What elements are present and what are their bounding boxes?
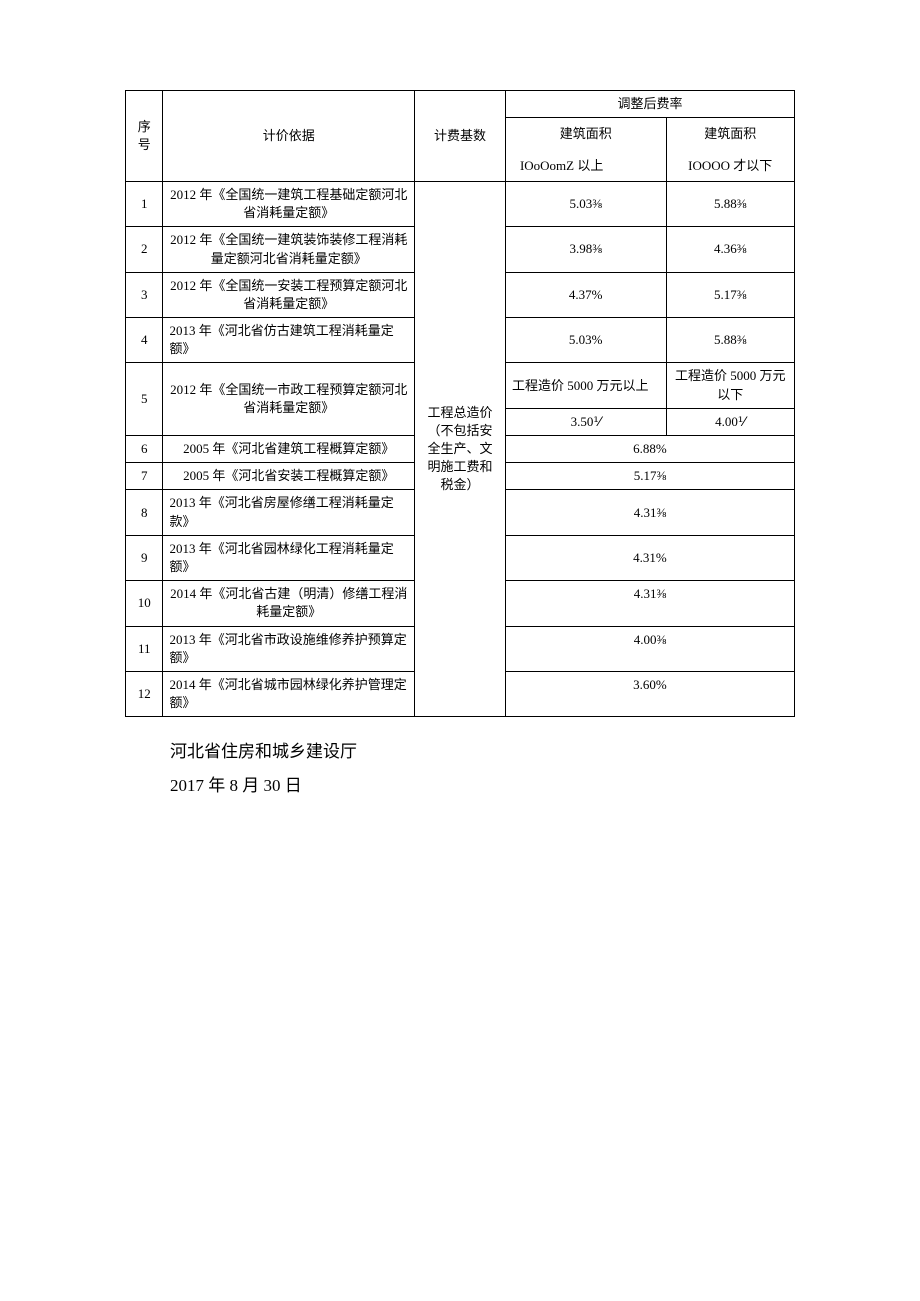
cell-seq: 9 xyxy=(126,535,163,580)
cell-rate-merged: 4.31⅜ xyxy=(505,581,794,626)
header-area-above: 建筑面积 IOoOomZ 以上 xyxy=(505,118,666,182)
footer-date: 2017 年 8 月 30 日 xyxy=(170,769,795,803)
area-below-sub: IOOOO 才以下 xyxy=(673,154,789,177)
rate-table: 序号 计价依据 计费基数 调整后费率 建筑面积 IOoOomZ 以上 建筑面积 … xyxy=(125,90,795,717)
cell-rate-merged: 4.00⅜ xyxy=(505,626,794,671)
cell-seq: 6 xyxy=(126,436,163,463)
cell-rate2: 5.17⅜ xyxy=(666,272,795,317)
cell-seq: 12 xyxy=(126,671,163,716)
cell-basis: 2013 年《河北省市政设施维修养护预算定额》 xyxy=(163,626,415,671)
table-row: 1 2012 年《全国统一建筑工程基础定额河北省消耗量定额》 工程总造价（不包括… xyxy=(126,181,795,226)
cell-cost-below: 工程造价 5000 万元以下 xyxy=(666,363,795,408)
cell-rate2: 4.36⅜ xyxy=(666,227,795,272)
header-basis: 计价依据 xyxy=(163,91,415,182)
cell-rate1: 3.98⅜ xyxy=(505,227,666,272)
area-above-label: 建筑面积 xyxy=(512,122,660,145)
footer: 河北省住房和城乡建设厅 2017 年 8 月 30 日 xyxy=(170,735,795,803)
area-below-label: 建筑面积 xyxy=(673,122,789,145)
header-seq: 序号 xyxy=(126,91,163,182)
cell-rate-merged: 6.88% xyxy=(505,436,794,463)
cell-seq: 1 xyxy=(126,181,163,226)
cell-basis: 2012 年《全国统一市政工程预算定额河北省消耗量定额》 xyxy=(163,363,415,436)
cell-basis: 2013 年《河北省房屋修缮工程消耗量定款》 xyxy=(163,490,415,535)
cell-basis: 2014 年《河北省城市园林绿化养护管理定额》 xyxy=(163,671,415,716)
cell-rate-merged: 4.31% xyxy=(505,535,794,580)
cell-basis: 2012 年《全国统一安装工程预算定额河北省消耗量定额》 xyxy=(163,272,415,317)
cell-seq: 7 xyxy=(126,463,163,490)
header-row-1: 序号 计价依据 计费基数 调整后费率 xyxy=(126,91,795,118)
cell-rate2: 4.00⅟ xyxy=(666,408,795,435)
header-area-below: 建筑面积 IOOOO 才以下 xyxy=(666,118,795,182)
cell-rate1: 4.37% xyxy=(505,272,666,317)
cell-seq: 10 xyxy=(126,581,163,626)
cell-rate2: 5.88⅜ xyxy=(666,181,795,226)
footer-org: 河北省住房和城乡建设厅 xyxy=(170,735,795,769)
cell-rate1: 3.50⅟ xyxy=(505,408,666,435)
cell-rate-merged: 5.17⅜ xyxy=(505,463,794,490)
cell-rate-merged: 4.31⅜ xyxy=(505,490,794,535)
cell-rate1: 5.03% xyxy=(505,318,666,363)
cell-rate-merged: 3.60% xyxy=(505,671,794,716)
cell-basis: 2013 年《河北省园林绿化工程消耗量定额》 xyxy=(163,535,415,580)
cell-basis: 2013 年《河北省仿古建筑工程消耗量定额》 xyxy=(163,318,415,363)
cell-basis: 2012 年《全国统一建筑装饰装修工程消耗量定额河北省消耗量定额》 xyxy=(163,227,415,272)
cell-seq: 11 xyxy=(126,626,163,671)
header-adjusted-rate: 调整后费率 xyxy=(505,91,794,118)
cell-basis: 2014 年《河北省古建（明清）修缮工程消耗量定额》 xyxy=(163,581,415,626)
cell-basis: 2005 年《河北省建筑工程概算定额》 xyxy=(163,436,415,463)
cell-basis: 2012 年《全国统一建筑工程基础定额河北省消耗量定额》 xyxy=(163,181,415,226)
cell-seq: 4 xyxy=(126,318,163,363)
cell-fee-base: 工程总造价（不包括安全生产、文明施工费和税金） xyxy=(414,181,505,716)
cell-seq: 3 xyxy=(126,272,163,317)
cell-cost-above: 工程造价 5000 万元以上 xyxy=(505,363,666,408)
header-fee-base: 计费基数 xyxy=(414,91,505,182)
cell-seq: 2 xyxy=(126,227,163,272)
cell-rate2: 5.88⅜ xyxy=(666,318,795,363)
area-above-sub: IOoOomZ 以上 xyxy=(512,154,660,177)
cell-seq: 8 xyxy=(126,490,163,535)
cell-rate1: 5.03⅜ xyxy=(505,181,666,226)
cell-seq: 5 xyxy=(126,363,163,436)
cell-basis: 2005 年《河北省安装工程概算定额》 xyxy=(163,463,415,490)
